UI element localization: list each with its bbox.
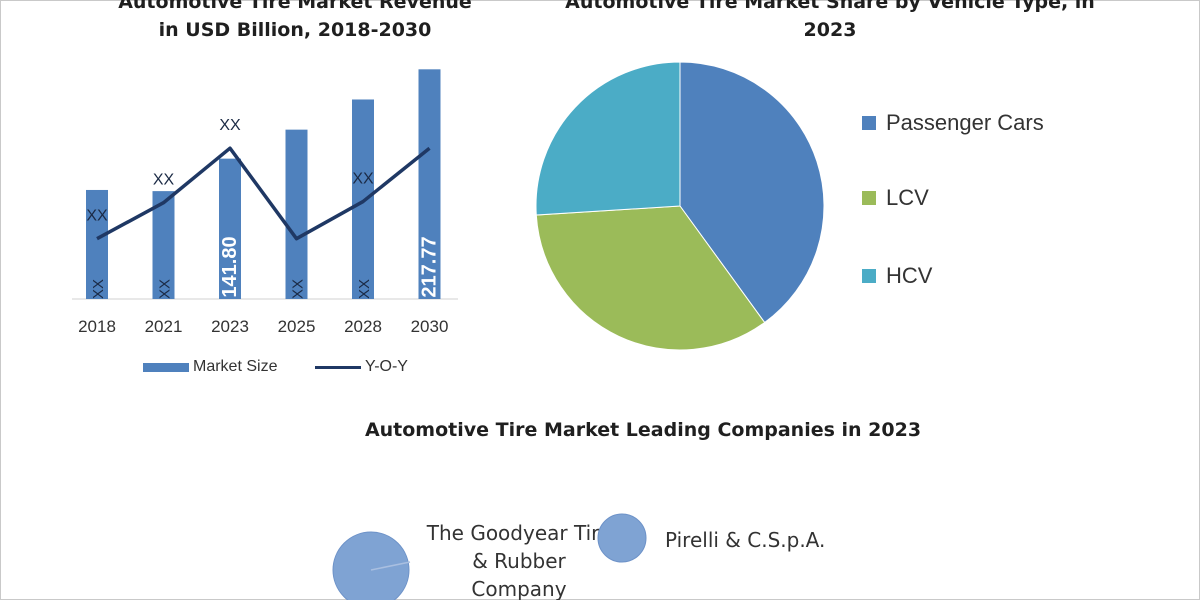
yoy-data-label: XX xyxy=(219,117,241,134)
legend-market-size: Market Size xyxy=(143,358,277,376)
x-axis-tick-label: 2018 xyxy=(78,317,116,336)
bar-value-label: XX xyxy=(356,279,373,299)
pie-legend-passenger-cars: Passenger Cars xyxy=(862,110,1044,136)
bar-value-label: XX xyxy=(157,279,174,299)
pie-legend-swatch xyxy=(862,191,876,205)
market-size-bar xyxy=(219,158,241,299)
pie-legend-swatch xyxy=(862,116,876,130)
market-size-bar xyxy=(152,191,175,299)
pie-legend-hcv: HCV xyxy=(862,263,932,289)
yoy-data-label: XX xyxy=(352,171,374,188)
x-axis-tick-label: 2023 xyxy=(211,317,249,336)
legend-yoy: Y-O-Y xyxy=(315,358,408,376)
market-size-bar xyxy=(285,129,308,299)
pie-legend-label: Passenger Cars xyxy=(886,110,1044,135)
legend-market-size-swatch xyxy=(143,362,189,372)
market-size-bar xyxy=(418,69,441,299)
market-size-bar xyxy=(86,189,108,299)
pie-slice-hcv xyxy=(535,61,681,216)
company-bubble xyxy=(332,531,410,600)
x-axis-tick-label: 2021 xyxy=(145,317,183,336)
bar-value-label: 141.80 xyxy=(219,236,241,297)
bubble-label: The Goodyear Tire & Rubber Company xyxy=(426,521,611,600)
x-axis-tick-label: 2025 xyxy=(278,317,316,336)
bubble-chart-title: Automotive Tire Market Leading Companies… xyxy=(364,419,922,441)
company-bubble xyxy=(597,513,647,563)
yoy-data-label: XX xyxy=(153,172,175,189)
pie-legend-label: HCV xyxy=(886,263,933,288)
bubble-label: Pirelli & C.S.p.A. xyxy=(665,528,825,552)
pie-legend-label: LCV xyxy=(886,185,929,210)
bar-value-label: 217.77 xyxy=(419,236,441,297)
x-axis-tick-label: 2028 xyxy=(344,317,382,336)
yoy-line xyxy=(96,146,431,241)
yoy-data-label: XX xyxy=(86,208,108,225)
pie-legend-lcv: LCV xyxy=(862,185,929,211)
pie-slice-passenger-cars xyxy=(679,61,825,324)
market-size-bar xyxy=(352,99,374,299)
bar-value-label: XX xyxy=(290,279,307,299)
bubble-leader-line xyxy=(370,561,411,571)
bar-chart-title: Automotive Tire Market Revenue in USD Bi… xyxy=(118,0,472,41)
pie-legend-swatch xyxy=(862,269,876,283)
pie-chart-title: Automotive Tire Market Share by Vehicle … xyxy=(565,0,1095,41)
x-axis-tick-label: 2030 xyxy=(411,317,449,336)
legend-yoy-swatch xyxy=(315,365,361,369)
pie-slice-lcv xyxy=(535,205,766,351)
bar-value-label: XX xyxy=(90,279,107,299)
legend-market-size-label: Market Size xyxy=(193,358,278,375)
legend-yoy-label: Y-O-Y xyxy=(365,358,408,375)
